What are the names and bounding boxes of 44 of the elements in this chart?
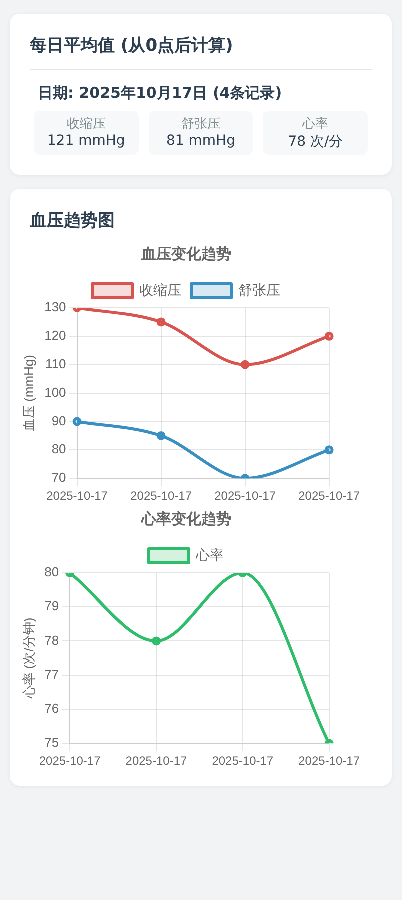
point — [152, 636, 161, 646]
text: 121 mmHg — [46, 133, 126, 149]
text: 78 次/分 — [287, 133, 344, 151]
x-tick-label: 2025-10-17 — [212, 754, 274, 768]
point — [324, 446, 334, 455]
y-tick-label: 120 — [44, 328, 66, 344]
text: 收缩压 — [66, 116, 107, 133]
text: 血压趋势图 — [30, 210, 116, 232]
y-tick-label: 77 — [44, 666, 60, 682]
legend-label: 舒张压 — [238, 282, 280, 298]
text: 每日平均值 (从0点后计算) — [30, 34, 372, 70]
y-tick-label: 110 — [46, 356, 66, 372]
y-axis-title: 血压 (mmHg) — [21, 355, 36, 432]
x-tick-label: 2025-10-17 — [298, 754, 360, 768]
legend-label: 心率 — [195, 546, 224, 563]
point — [324, 332, 334, 341]
y-tick-label: 80 — [44, 564, 60, 580]
y-tick-label: 78 — [44, 632, 60, 648]
x-tick-label: 2025-10-17 — [46, 489, 108, 504]
y-tick-label: 70 — [52, 470, 66, 486]
y-tick-label: 79 — [44, 598, 60, 614]
legend-label: 收缩压 — [140, 282, 182, 298]
point — [72, 417, 82, 426]
point — [240, 360, 250, 370]
text: 81 mmHg — [166, 133, 236, 149]
x-tick-label: 2025-10-17 — [214, 489, 276, 504]
chart-title: 血压变化趋势 — [140, 245, 232, 264]
x-tick-label: 2025-10-17 — [130, 489, 192, 504]
text: 日期: 2025年10月17日 (4条记录) — [38, 84, 284, 103]
y-tick-label: 76 — [44, 701, 60, 716]
x-tick-label: 2025-10-17 — [39, 754, 102, 768]
y-axis-title: 心率 (次/分钟) — [21, 618, 36, 700]
text: 心率 — [301, 116, 330, 133]
point — [156, 318, 166, 327]
y-tick-label: 100 — [44, 384, 66, 400]
x-tick-label: 2025-10-17 — [298, 489, 360, 504]
y-tick-label: 90 — [52, 413, 66, 428]
y-tick-label: 130 — [44, 300, 66, 315]
text: 舒张压 — [180, 116, 222, 133]
x-tick-label: 2025-10-17 — [126, 754, 188, 768]
y-tick-label: 80 — [52, 442, 66, 457]
point — [156, 431, 166, 440]
y-tick-label: 75 — [44, 735, 60, 750]
chart-title: 心率变化趋势 — [140, 510, 232, 528]
